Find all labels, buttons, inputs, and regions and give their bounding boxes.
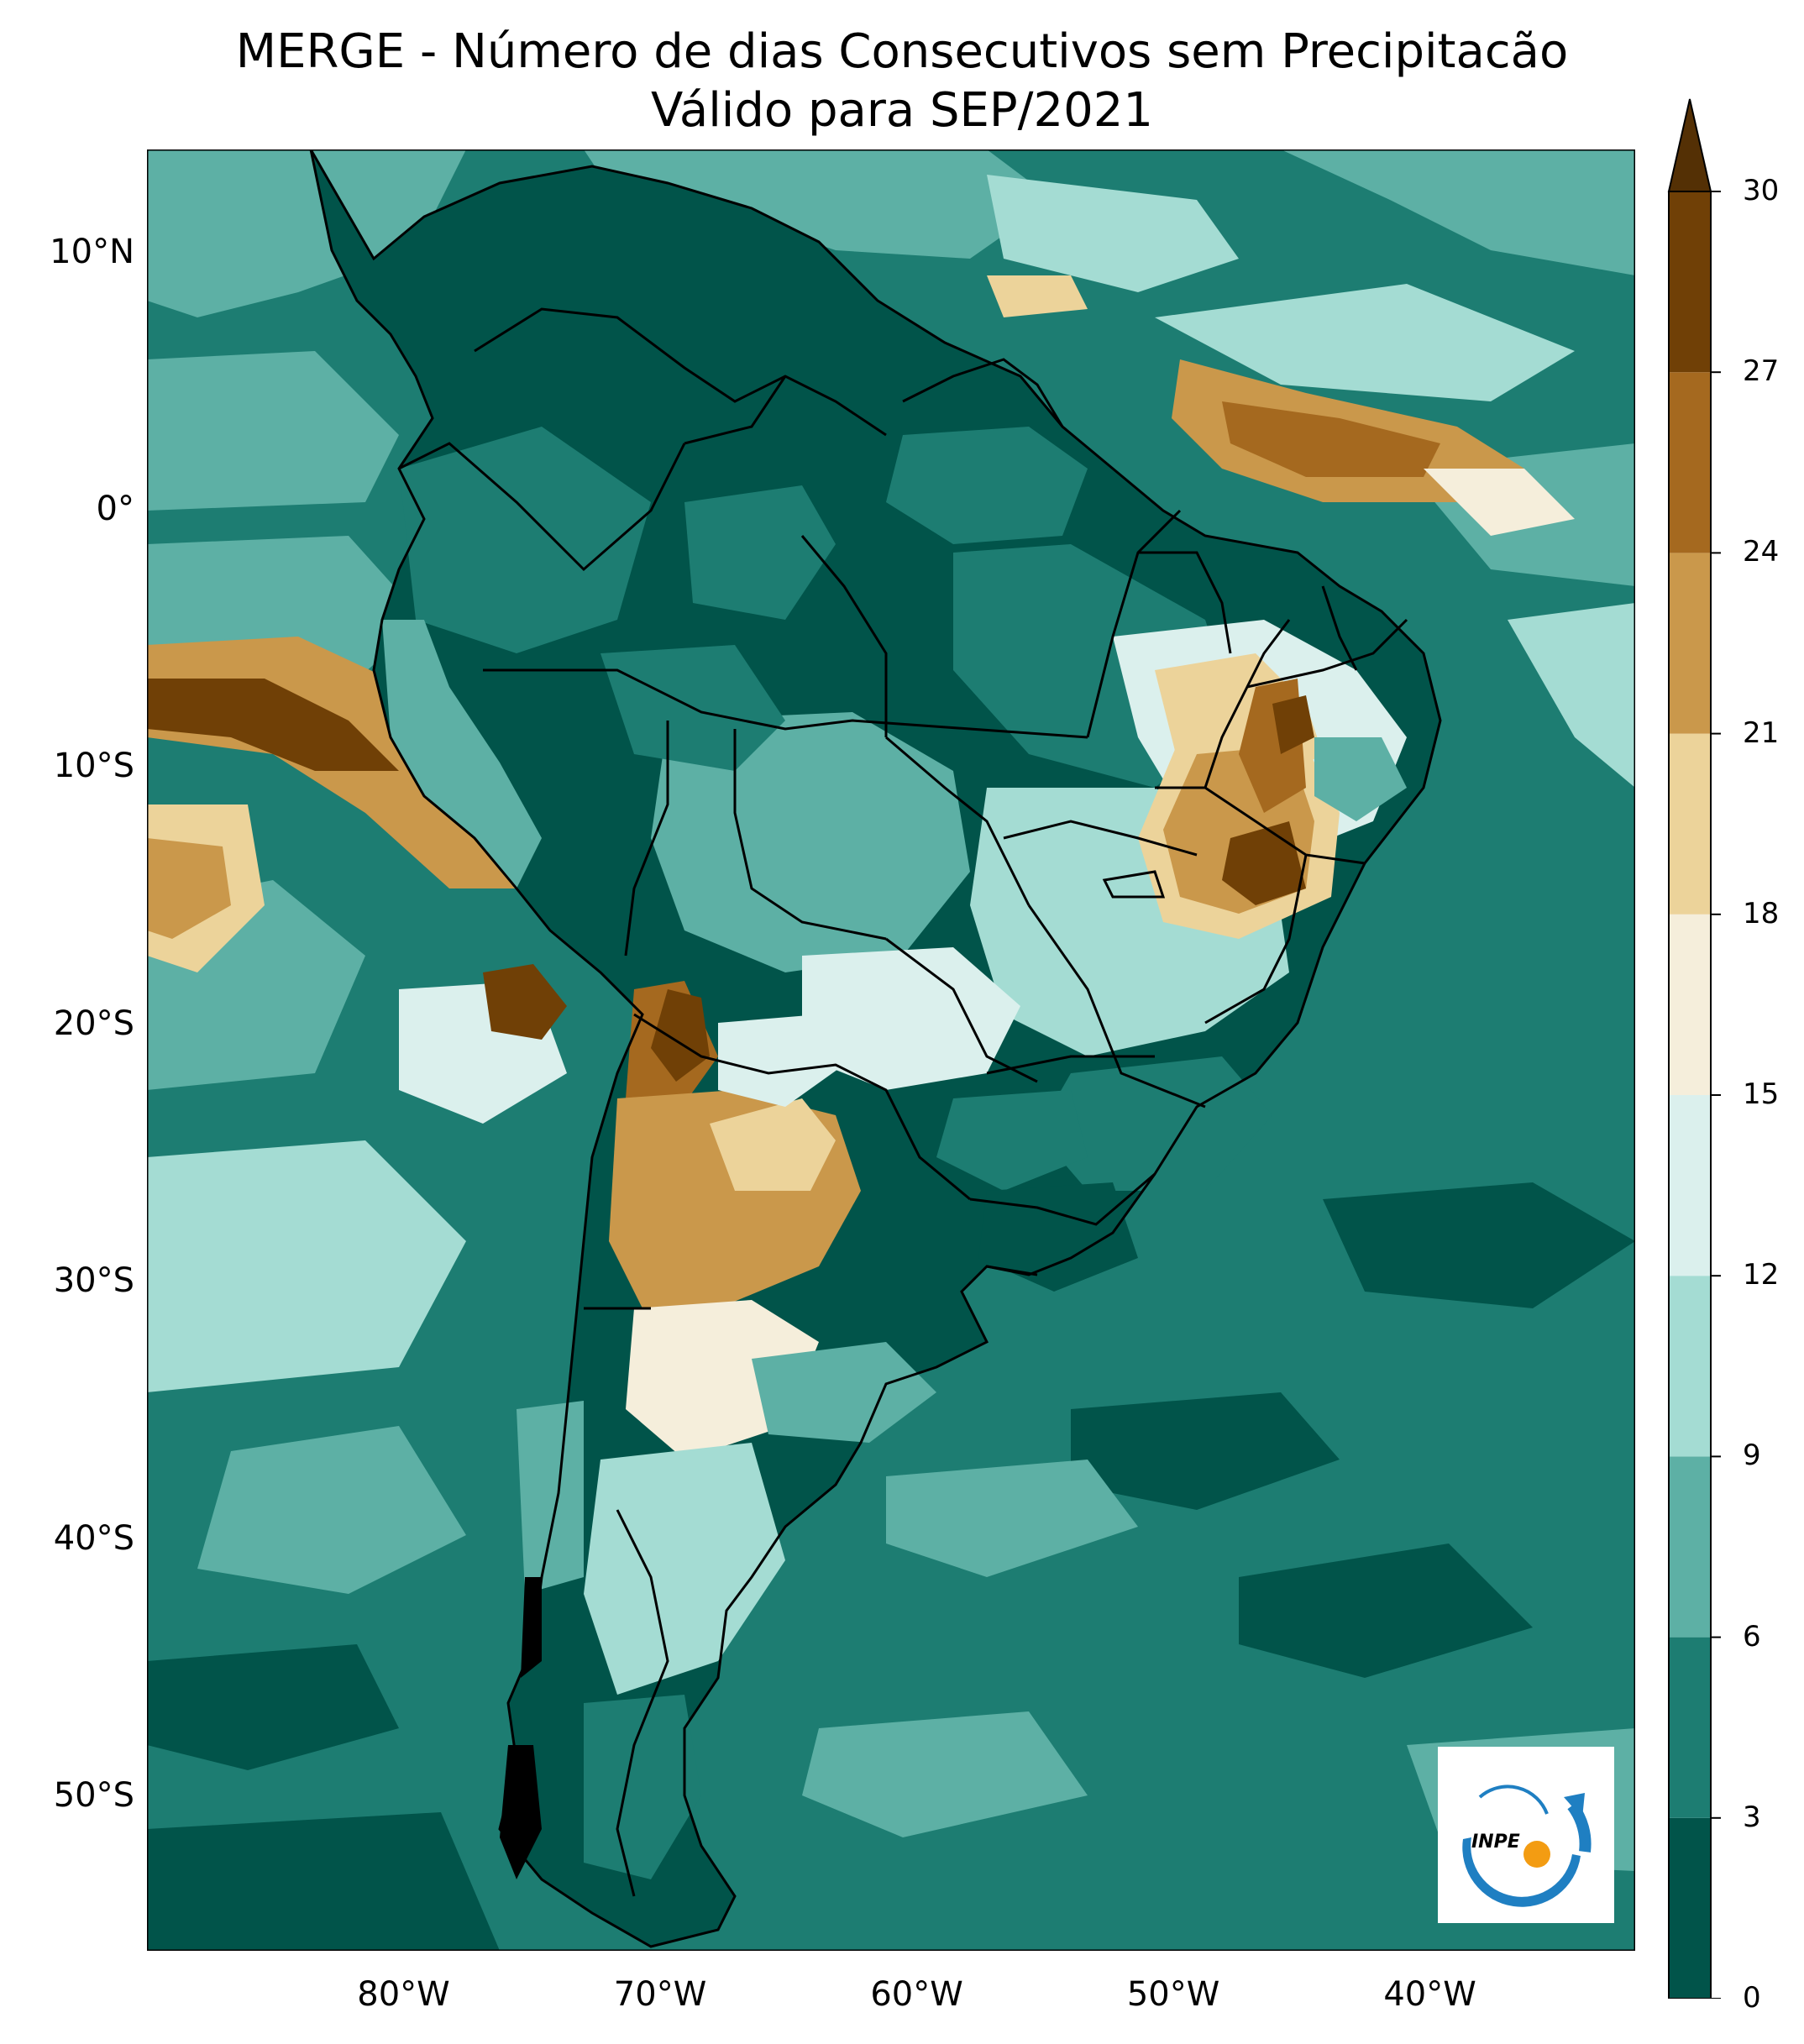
colorbar-tick-label: 3 <box>1743 1800 1761 1834</box>
ocean-field <box>147 149 1635 1951</box>
colorbar-segment <box>1669 1095 1711 1276</box>
lat-tick-label: 40°S <box>53 1518 134 1558</box>
colorbar-tick-label: 18 <box>1743 896 1780 930</box>
colorbar <box>1667 98 1721 1999</box>
lon-tick-label: 40°W <box>1383 1975 1476 2014</box>
map-area <box>147 149 1635 1951</box>
colorbar-tick-label: 9 <box>1743 1439 1761 1473</box>
inpe-logo: INPE <box>1438 1747 1614 1923</box>
colorbar-extend-arrow <box>1667 98 1712 192</box>
colorbar-segment <box>1669 914 1711 1095</box>
lat-tick-label: 10°N <box>50 232 134 271</box>
colorbar-segment <box>1669 553 1711 734</box>
map-subtitle: Válido para SEP/2021 <box>650 83 1154 138</box>
colorbar-tick-label: 24 <box>1743 535 1780 569</box>
lon-tick-label: 60°W <box>870 1975 963 2014</box>
colorbar-tick-label: 27 <box>1743 354 1780 389</box>
colorbar-tick-label: 0 <box>1743 1981 1761 2015</box>
lat-tick-label: 50°S <box>53 1776 134 1816</box>
lat-tick-label: 0° <box>96 490 134 528</box>
colorbar-segment <box>1669 1456 1711 1638</box>
lon-tick-label: 80°W <box>357 1975 450 2014</box>
logo-text: INPE <box>1471 1832 1520 1853</box>
lat-tick-label: 30°S <box>53 1261 134 1301</box>
lat-tick-label: 10°S <box>53 747 134 786</box>
lat-tick-label: 20°S <box>53 1004 134 1043</box>
map-title: MERGE - Número de dias Consecutivos sem … <box>235 24 1569 79</box>
colorbar-tick-label: 12 <box>1743 1258 1780 1292</box>
land-field <box>382 427 1407 1879</box>
colorbar-segment <box>1669 1276 1711 1457</box>
colorbar-tick-label: 6 <box>1743 1619 1761 1654</box>
colorbar-segment <box>1669 1817 1711 1999</box>
colorbar-segment <box>1669 1637 1711 1818</box>
colorbar-segment <box>1669 191 1711 373</box>
colorbar-tick-label: 21 <box>1743 715 1780 750</box>
fjord-coast <box>500 1577 542 1879</box>
colorbar-segment <box>1669 733 1711 915</box>
colorbar-segment <box>1669 372 1711 553</box>
colorbar-tick-label: 15 <box>1743 1077 1780 1111</box>
lon-tick-label: 50°W <box>1126 1975 1220 2014</box>
political-borders <box>309 149 1442 1948</box>
colorbar-tick-label: 30 <box>1743 174 1780 207</box>
lon-tick-label: 70°W <box>613 1975 707 2014</box>
